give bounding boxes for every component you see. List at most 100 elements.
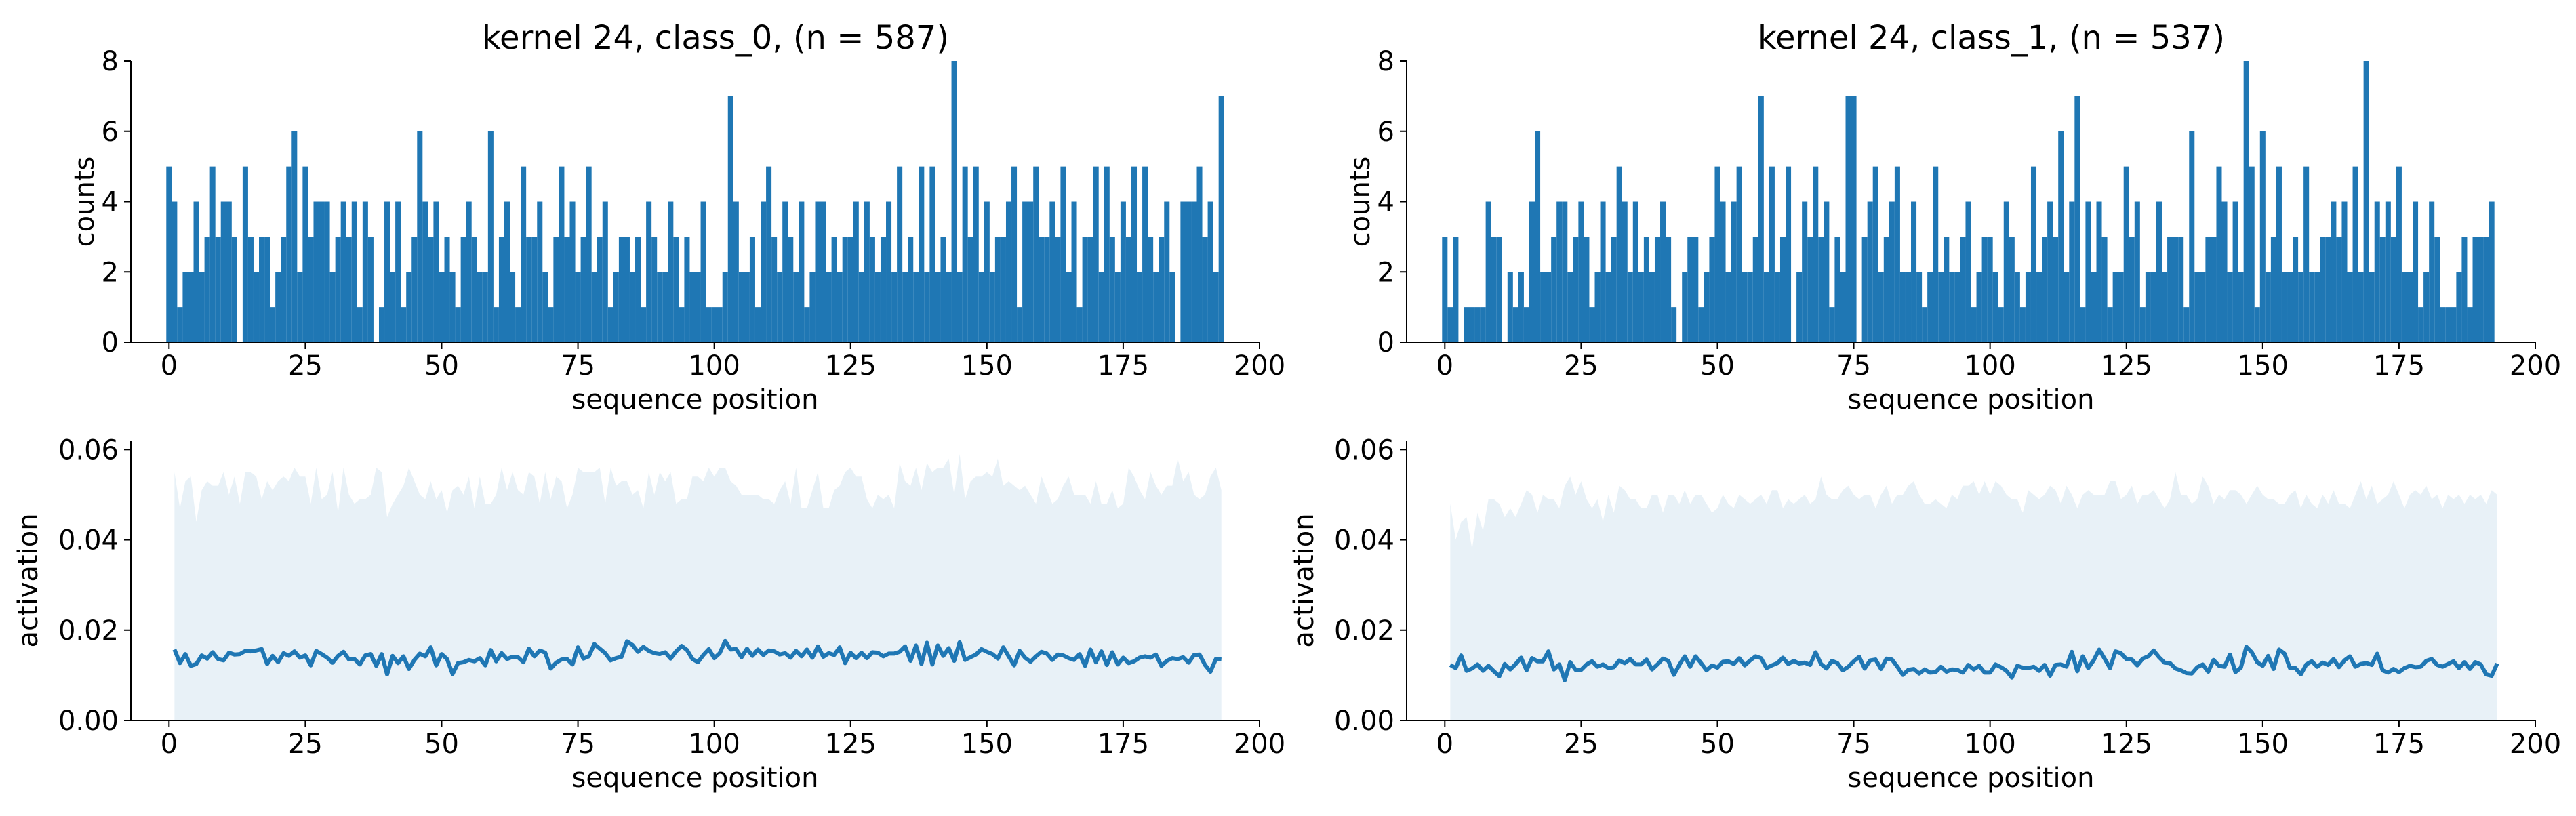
bar (2227, 272, 2233, 342)
bar (2205, 237, 2211, 343)
bar (1981, 237, 1988, 343)
bar (2369, 272, 2375, 342)
bar (515, 307, 521, 343)
bar (727, 96, 733, 343)
bar (1469, 307, 1475, 343)
x-tick-label: 25 (288, 729, 323, 760)
bar (2216, 166, 2222, 343)
bar (1807, 237, 1813, 343)
x-tick-label: 175 (2373, 350, 2425, 382)
bar (1611, 237, 1617, 343)
y-tick-label: 8 (1377, 46, 1394, 77)
bar (1632, 201, 1638, 342)
bar (1109, 237, 1115, 343)
bar (777, 272, 783, 342)
bar (1666, 237, 1672, 343)
bar (2036, 272, 2042, 342)
bar (1196, 166, 1203, 343)
activation-line (1449, 645, 2499, 682)
bar (1916, 272, 1923, 342)
bar (275, 272, 281, 342)
bar (1731, 201, 1737, 342)
bar (209, 166, 216, 343)
x-tick-label: 50 (424, 350, 459, 382)
bar (1605, 272, 1611, 342)
bar (1496, 237, 1502, 343)
x-tick-label: 75 (561, 729, 595, 760)
bar (809, 272, 816, 342)
y-tick-label: 2 (102, 257, 119, 288)
bar (1976, 272, 1982, 342)
x-tick-label: 0 (1436, 729, 1453, 760)
bar (602, 201, 608, 342)
bar (319, 201, 325, 342)
bar (706, 307, 712, 343)
y-axis-label: counts (69, 157, 100, 247)
bar (641, 307, 647, 343)
bar (613, 272, 619, 342)
y-tick-label: 0.00 (58, 706, 119, 737)
bar (1779, 237, 1786, 343)
bar (1207, 201, 1213, 342)
x-tick-label: 0 (161, 729, 178, 760)
bar (874, 272, 881, 342)
bar (1573, 237, 1579, 343)
bar (2123, 166, 2129, 343)
bar (346, 237, 352, 343)
x-tick-label: 0 (1436, 350, 1453, 382)
bar (471, 237, 477, 343)
bar (510, 272, 516, 342)
bar (1627, 272, 1633, 342)
bar (897, 166, 903, 343)
bar (994, 237, 1001, 343)
bar (684, 237, 690, 343)
chart-panel-2: 0 25 50 75 100 125 150 175 200 0.00 0.02 0.04 0.06 se… (13, 434, 1285, 794)
bar (2200, 272, 2206, 342)
bar (1055, 237, 1061, 343)
bar (428, 237, 434, 343)
activation-band-area (1450, 472, 2497, 720)
x-tick-label: 175 (2373, 729, 2425, 760)
bar (799, 201, 805, 342)
bar (880, 237, 887, 343)
bar (253, 272, 260, 342)
y-axis-label: activation (1289, 513, 1320, 647)
bar (2456, 272, 2462, 342)
bar (2358, 272, 2364, 342)
y-tick-label: 4 (102, 187, 119, 218)
bar (378, 307, 385, 343)
bar (1987, 237, 1993, 343)
bar (2254, 307, 2260, 343)
bar (754, 307, 761, 343)
bar (886, 201, 892, 342)
bar (1186, 201, 1192, 342)
x-tick-label: 100 (1964, 729, 2015, 760)
bar (1535, 131, 1541, 342)
x-tick-label: 100 (688, 350, 740, 382)
bar (957, 272, 963, 342)
y-tick-label: 0.06 (1334, 434, 1394, 466)
bar (1616, 166, 1622, 343)
bar (1769, 166, 1775, 343)
x-tick-label: 200 (1234, 729, 1285, 760)
bar (989, 272, 995, 342)
bar (635, 237, 641, 343)
bar (662, 272, 668, 342)
bar (864, 201, 870, 342)
bar (1076, 307, 1083, 343)
y-tick-label: 0.02 (1334, 615, 1394, 647)
bar (2341, 201, 2348, 342)
y-tick-label: 6 (1377, 117, 1394, 148)
bar (1202, 237, 1208, 343)
bar (657, 272, 663, 342)
bar (2107, 307, 2113, 343)
bar (2467, 307, 2473, 343)
bar (1671, 307, 1677, 343)
bar (2303, 166, 2310, 343)
bar (1725, 272, 1731, 342)
bar (313, 201, 319, 342)
bar (733, 201, 739, 342)
bar (166, 166, 172, 343)
bar (2183, 307, 2190, 343)
bar (395, 201, 401, 342)
